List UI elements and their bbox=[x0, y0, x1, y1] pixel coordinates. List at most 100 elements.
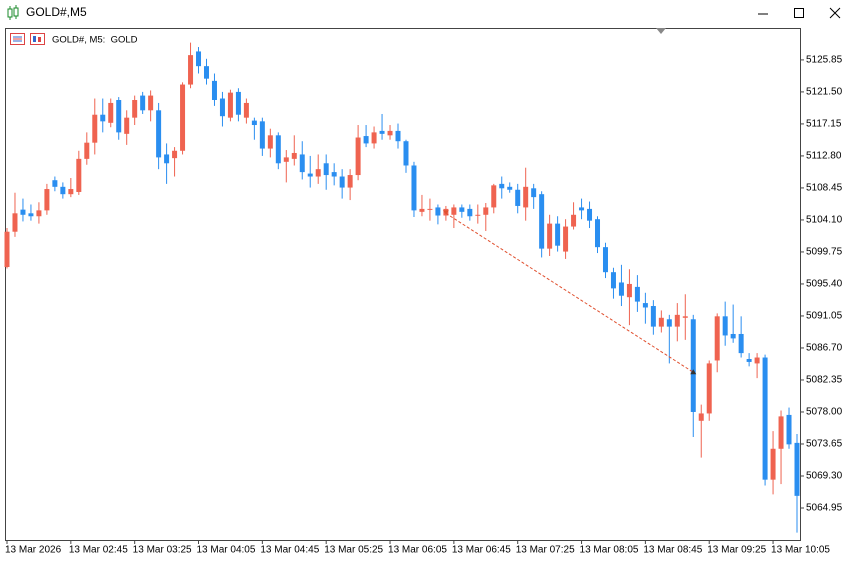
x-tick-label: 13 Mar 03:25 bbox=[133, 545, 192, 556]
candle-body bbox=[28, 213, 34, 217]
candle-body bbox=[68, 189, 74, 195]
trade-entry bbox=[442, 210, 449, 215]
window-title: GOLD#,M5 bbox=[26, 5, 87, 19]
candle-body bbox=[738, 333, 744, 354]
candle-body bbox=[132, 100, 138, 118]
x-tick-label: 13 Mar 04:45 bbox=[260, 545, 319, 556]
trade-exit bbox=[690, 369, 697, 375]
y-tick-label: 5108.45 bbox=[806, 183, 843, 194]
candle-body bbox=[555, 223, 561, 246]
chart-shift-marker bbox=[656, 28, 666, 34]
app-icon bbox=[7, 5, 19, 20]
candle-body bbox=[4, 231, 10, 268]
candle-body bbox=[451, 207, 457, 215]
chart-legend: GOLD#, M5: GOLD bbox=[52, 35, 138, 46]
candle-body bbox=[467, 208, 473, 217]
candle-body bbox=[754, 357, 760, 364]
candle-body bbox=[299, 154, 305, 173]
candle-body bbox=[275, 135, 281, 164]
candle-body bbox=[307, 173, 313, 177]
candle-body bbox=[658, 317, 664, 327]
candle-body bbox=[419, 208, 425, 212]
candle-body bbox=[427, 208, 433, 210]
candle-body bbox=[196, 51, 202, 67]
y-tick-label: 5125.85 bbox=[806, 55, 843, 66]
x-tick-label: 13 Mar 08:45 bbox=[643, 545, 702, 556]
candle-body bbox=[172, 150, 178, 159]
candle-body bbox=[164, 154, 170, 164]
close-button[interactable] bbox=[829, 7, 841, 19]
candle-body bbox=[435, 207, 441, 216]
candle-body bbox=[108, 102, 114, 123]
y-tick-label: 5064.95 bbox=[806, 503, 843, 514]
x-tick-label: 13 Mar 06:45 bbox=[452, 545, 511, 556]
candle-body bbox=[571, 214, 577, 227]
y-tick-label: 5073.65 bbox=[806, 439, 843, 450]
y-tick-label: 5112.80 bbox=[806, 151, 842, 162]
candle-body bbox=[243, 102, 249, 118]
x-tick-label: 13 Mar 04:05 bbox=[197, 545, 256, 556]
candle-body bbox=[148, 95, 154, 111]
candle-body bbox=[634, 286, 640, 302]
x-tick-label: 13 Mar 07:25 bbox=[516, 545, 575, 556]
candle-body bbox=[770, 448, 776, 480]
y-tick-label: 5121.50 bbox=[806, 87, 843, 98]
candle-body bbox=[507, 186, 513, 190]
candle-body bbox=[778, 416, 784, 449]
candle-body bbox=[690, 319, 696, 412]
candle-body bbox=[60, 186, 66, 195]
y-tick-label: 5099.75 bbox=[806, 247, 843, 258]
candle-body bbox=[706, 363, 712, 414]
candle-body bbox=[347, 175, 353, 188]
candle-body bbox=[235, 91, 241, 115]
y-tick-label: 5069.30 bbox=[806, 471, 843, 482]
maximize-button[interactable] bbox=[794, 8, 804, 18]
x-tick-label: 13 Mar 06:05 bbox=[388, 545, 447, 556]
candle-body bbox=[602, 247, 608, 273]
x-tick-label: 13 Mar 02:45 bbox=[69, 545, 128, 556]
candle-body bbox=[395, 130, 401, 142]
candle-body bbox=[227, 92, 233, 118]
candle-body bbox=[331, 172, 337, 177]
candle-body bbox=[618, 282, 624, 296]
candle-body bbox=[315, 169, 321, 177]
candle-body bbox=[626, 283, 632, 298]
candle-body bbox=[291, 152, 297, 159]
candle-body bbox=[539, 194, 545, 249]
candle-body bbox=[355, 137, 361, 176]
legend-icons bbox=[10, 33, 45, 45]
candle-body bbox=[12, 213, 18, 232]
candle-body bbox=[595, 219, 601, 248]
candle-body bbox=[92, 114, 98, 143]
candle-body bbox=[523, 186, 529, 208]
candle-body bbox=[698, 413, 704, 421]
candle-body bbox=[682, 316, 688, 318]
candle-body bbox=[44, 189, 50, 211]
candle-body bbox=[188, 55, 194, 85]
candle-body bbox=[124, 117, 130, 134]
candle-body bbox=[515, 189, 521, 206]
candle-body bbox=[251, 120, 257, 126]
candle-body bbox=[339, 176, 345, 188]
candle-body bbox=[379, 130, 385, 134]
candle-body bbox=[475, 214, 481, 216]
y-tick-label: 5086.70 bbox=[806, 343, 843, 354]
y-tick-label: 5117.15 bbox=[806, 119, 842, 130]
candle-body bbox=[36, 210, 42, 217]
candle-body bbox=[786, 414, 792, 445]
chart-frame bbox=[5, 28, 801, 541]
candle-body bbox=[20, 209, 26, 215]
candle-body bbox=[730, 333, 736, 339]
candle-body bbox=[650, 306, 656, 327]
candle-body bbox=[323, 163, 329, 176]
candle-body bbox=[84, 142, 90, 159]
candle-body bbox=[459, 207, 465, 212]
candle-body bbox=[283, 157, 289, 162]
candle-body bbox=[499, 183, 505, 189]
candle-body bbox=[156, 110, 162, 158]
x-tick-label: 13 Mar 10:05 bbox=[771, 545, 830, 556]
trade-line bbox=[445, 212, 694, 373]
candle-body bbox=[547, 223, 553, 249]
candle-body bbox=[531, 188, 537, 198]
